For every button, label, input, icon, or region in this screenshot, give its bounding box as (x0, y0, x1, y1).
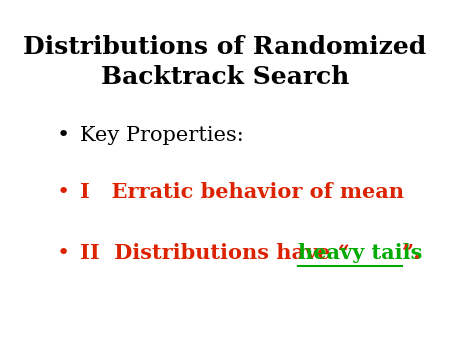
Text: •: • (56, 243, 69, 263)
Text: ”.: ”. (402, 243, 421, 263)
Text: II  Distributions have “: II Distributions have “ (80, 243, 350, 263)
Text: Key Properties:: Key Properties: (80, 126, 243, 145)
Text: •: • (56, 125, 69, 145)
Text: I   Erratic behavior of mean: I Erratic behavior of mean (80, 183, 404, 202)
Text: heavy tails: heavy tails (297, 243, 422, 263)
Text: •: • (56, 183, 69, 202)
Text: Distributions of Randomized
Backtrack Search: Distributions of Randomized Backtrack Se… (23, 35, 427, 89)
